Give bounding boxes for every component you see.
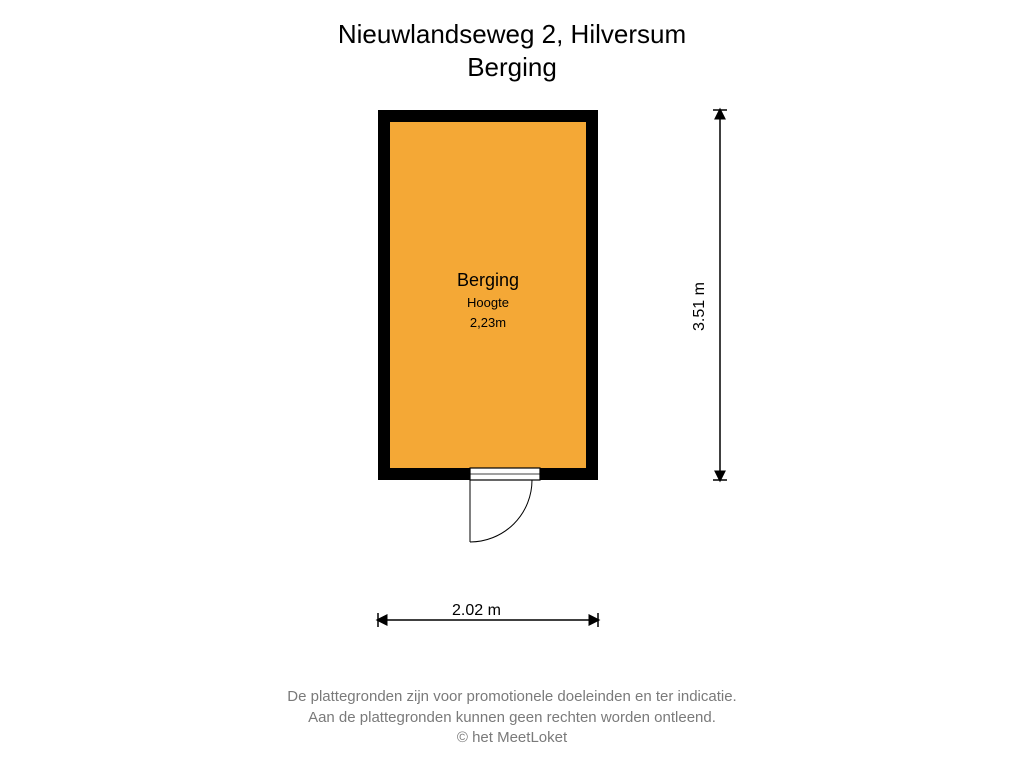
dimension-height-label: 3.51 m — [691, 282, 709, 331]
room-height-value: 2,23m — [390, 315, 586, 331]
footer-line-1: De plattegronden zijn voor promotionele … — [0, 687, 1024, 707]
room-label-block: Berging Hoogte 2,23m — [390, 270, 586, 332]
footer-line-3: © het MeetLoket — [0, 728, 1024, 748]
dimension-width-label: 2.02 m — [452, 602, 501, 620]
footer-line-2: Aan de plattegronden kunnen geen rechten… — [0, 708, 1024, 728]
floorplan-stage: Berging Hoogte 2,23m 2.02 m 3.51 m — [0, 0, 1024, 768]
room-name: Berging — [390, 270, 586, 291]
room-height-label: Hoogte — [390, 295, 586, 311]
footer-block: De plattegronden zijn voor promotionele … — [0, 687, 1024, 748]
floorplan-svg — [0, 0, 1024, 768]
door-swing-arc — [470, 480, 532, 542]
